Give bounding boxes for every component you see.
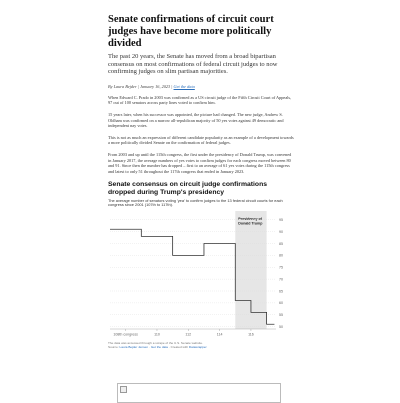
broken-image-placeholder (117, 383, 281, 403)
paragraph: 15 years later, when his successor was a… (108, 112, 294, 129)
article: Senate confirmations of circuit court ju… (108, 14, 294, 349)
x-tick-label: 110 (154, 333, 160, 337)
y-tick-label: 65 (279, 290, 283, 294)
chart-source: Source: Laura Bejder Jensen · Get the da… (108, 345, 294, 349)
y-tick-label: 95 (279, 218, 283, 222)
broken-image-icon (120, 386, 127, 393)
y-tick-label: 55 (279, 313, 283, 317)
y-tick-label: 85 (279, 242, 283, 246)
y-tick-label: 75 (279, 266, 283, 270)
source-author-link[interactable]: Laura Bejder Jensen (120, 345, 149, 349)
dek: The past 20 years, the Senate has moved … (108, 53, 294, 76)
chart-title: Senate consensus on circuit judge confir… (108, 181, 294, 196)
x-tick-label: 112 (185, 333, 191, 337)
y-tick-label: 70 (279, 278, 283, 282)
y-tick-label: 50 (279, 325, 283, 329)
x-tick-label: 114 (217, 333, 223, 337)
band-annotation: Donald Trump (238, 222, 263, 226)
byline-date: January 16, 2023 (140, 84, 170, 89)
byline-author: By Laura Bejder (108, 84, 137, 89)
paragraph: When Edward C. Prado in 2003 was confirm… (108, 95, 294, 106)
paragraph: From 2003 and up until the 115th congres… (108, 152, 294, 174)
chart-subtitle: The average number of senators voting 'y… (108, 199, 294, 209)
byline: By Laura Bejder | January 16, 2023 | Get… (108, 84, 294, 89)
source-prefix: Source: (108, 345, 119, 349)
get-data-link[interactable]: Get the data (174, 84, 195, 89)
datawrapper-link[interactable]: Datawrapper (189, 345, 207, 349)
paragraph: This is not as much an expression of dif… (108, 135, 294, 146)
band-annotation: Presidency of (238, 217, 262, 221)
chart-notes: The data was accessed through a scrape o… (108, 341, 294, 349)
source-data-link[interactable]: Get the data (151, 345, 168, 349)
y-tick-label: 80 (279, 254, 283, 258)
y-tick-label: 60 (279, 301, 283, 305)
headline: Senate confirmations of circuit court ju… (108, 14, 294, 49)
y-tick-label: 90 (279, 230, 283, 234)
source-suffix: Created with (171, 345, 188, 349)
x-tick-label: 116 (248, 333, 254, 337)
x-tick-label: 108th congress (113, 333, 138, 337)
